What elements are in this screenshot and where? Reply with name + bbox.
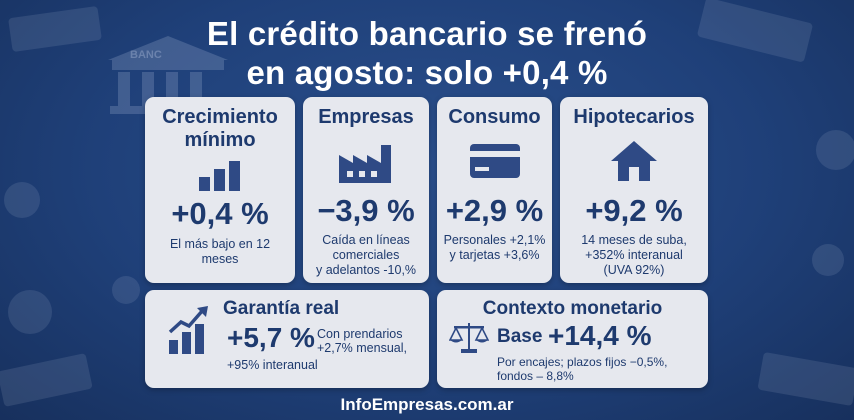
card-note-line: Por encajes; plazos fijos −0,5%,	[497, 355, 668, 369]
footer-site: InfoEmpresas.com.ar	[340, 395, 514, 414]
card-note-line: fondos – 8,8%	[497, 369, 574, 383]
card-crecimiento: Crecimiento mínimo +0,4 % El más bajo en…	[145, 97, 295, 283]
card-note: Personales +2,1% y tarjetas +3,6%	[441, 233, 548, 263]
bar-chart-icon	[199, 161, 240, 191]
card-note-line: +352% interanual	[585, 248, 683, 262]
factory-icon	[339, 145, 391, 183]
card-note: 14 meses de suba, +352% interanual (UVA …	[564, 233, 704, 278]
card-title-line: Crecimiento	[162, 106, 278, 128]
card-consumo: Consumo +2,9 % Personales +2,1% y tarjet…	[437, 97, 552, 283]
card-title: Garantía real	[223, 298, 340, 319]
card-garantia: Garantía real +5,7 % Con prendarios +2,7…	[145, 290, 429, 388]
card-note-line: comerciales	[332, 248, 400, 262]
card-note: Por encajes; plazos fijos −0,5%, fondos …	[497, 355, 667, 383]
card-value: +9,2 %	[585, 193, 683, 228]
card-note-line: El más bajo en 12	[169, 237, 271, 251]
card-value: +5,7 %	[227, 322, 315, 353]
card-title: Crecimiento mínimo	[145, 106, 295, 152]
card-note: Con prendarios +2,7% mensual,	[317, 327, 407, 355]
house-icon	[611, 141, 657, 181]
scale-icon	[449, 323, 489, 353]
card-note-line: Personales +2,1%	[443, 233, 546, 247]
card-empresas: Empresas −3,9 % Caída en líneas comercia…	[303, 97, 429, 283]
credit-card-icon	[469, 144, 520, 178]
card-value: +0,4 %	[171, 196, 269, 231]
page-title: El crédito bancario se frenó en agosto: …	[0, 14, 854, 92]
card-title: Consumo	[448, 106, 541, 128]
card-note-line: +95% interanual	[227, 358, 318, 372]
card-title-line: mínimo	[184, 129, 256, 151]
card-note-line: y tarjetas +3,6%	[449, 248, 540, 262]
card-note-line: Caída en líneas	[322, 233, 410, 247]
card-value: +14,4 %	[548, 320, 652, 351]
card-note-line: 14 meses de suba,	[581, 233, 687, 247]
card-note-line: +2,7% mensual,	[317, 341, 407, 355]
card-title: Empresas	[318, 106, 414, 128]
card-value: −3,9 %	[317, 193, 415, 228]
title-line: El crédito bancario se frenó	[206, 15, 648, 52]
card-title: Contexto monetario	[482, 298, 663, 319]
growth-chart-icon	[168, 306, 208, 354]
card-note: El más bajo en 12 meses	[149, 237, 291, 267]
card-title: Hipotecarios	[573, 106, 695, 128]
card-hipotecarios: Hipotecarios +9,2 % 14 meses de suba, +3…	[560, 97, 708, 283]
card-label: Base	[497, 326, 543, 347]
card-note-line: meses	[201, 252, 239, 266]
card-contexto: Contexto monetario Base +14,4 % Por enca…	[437, 290, 708, 388]
card-value: +2,9 %	[445, 193, 544, 228]
card-note: Caída en líneas comerciales y adelantos …	[307, 233, 425, 278]
card-note-line: Con prendarios	[317, 327, 403, 341]
title-line: en agosto: solo +0,4 %	[246, 54, 608, 91]
card-note-line: y adelantos -10,%	[315, 263, 417, 277]
card-note-line: (UVA 92%)	[603, 263, 665, 277]
